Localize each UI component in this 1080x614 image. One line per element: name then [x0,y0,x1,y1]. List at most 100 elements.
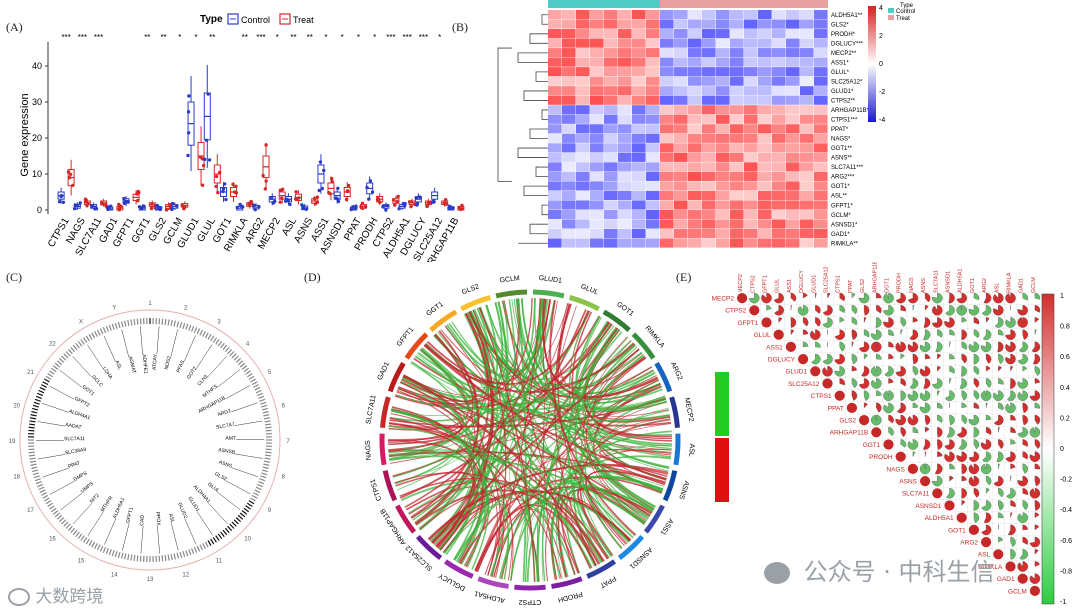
heatmap-cell [646,57,660,67]
heatmap-cell [548,238,562,248]
color-scale-tick: -4 [879,117,885,124]
heatmap-cell [758,228,772,239]
chromosome-band [188,549,192,556]
heatmap-cell [730,209,744,220]
dendrogram-branch [541,204,548,216]
chord-link [428,497,513,581]
data-point [175,204,179,208]
chromosome-band [207,334,212,340]
data-point [104,203,108,207]
data-point [158,207,163,212]
corr-col-label: GLS2 [860,279,866,293]
heatmap-cell [730,228,744,239]
chromosome-band [67,525,73,532]
gene-pointer [104,518,116,545]
corr-pie [1034,292,1041,300]
chord-link [392,298,546,478]
gene-pointer [87,511,104,536]
chromosome-number: 14 [111,572,118,578]
heatmap-cell [716,219,730,229]
chord-gene-label: GLUL [580,283,600,296]
heatmap-cell [814,10,828,20]
corr-pie [968,463,980,475]
corr-pie [1034,549,1039,555]
corr-pie [839,378,845,386]
corr-pie [985,488,990,494]
chromosome-band [263,414,270,417]
corr-pie [1005,341,1016,353]
data-point [330,179,334,184]
significance-mark: *** [256,33,265,42]
chromosome-band [224,346,230,353]
heatmap-cell [730,133,744,143]
heatmap-row-label: GLUL* [831,70,850,76]
chromosome-band [49,370,55,375]
heatmap-cell [744,228,758,239]
chromosome-band [215,535,220,541]
corr-pie [946,427,955,438]
type-bar-control [548,0,660,8]
heatmap-cell [646,105,660,115]
heatmap-cell [758,190,772,200]
chord-link [411,352,643,519]
corr-row-label: MECP2 [712,296,735,303]
heatmap-cell [758,133,772,143]
heatmap-cell [632,228,646,239]
data-point [261,173,265,178]
corr-pie [998,366,1003,372]
chord-link [555,407,669,579]
heatmap-cell [604,238,618,248]
heatmap-cell [800,238,814,248]
corr-pie [895,292,906,304]
heatmap-cell [590,209,604,220]
heatmap-cell [548,162,562,172]
corr-pie [998,402,1004,411]
chromosome-band [222,344,228,351]
chromosome-band [196,328,201,335]
heatmap-cell [786,86,800,96]
gene-label: ALDH4A1 [68,409,91,422]
chromosome-band [202,543,206,549]
dendrogram-branch [529,128,548,139]
heatmap-cell [646,67,660,77]
significance-mark: *** [94,33,103,42]
chord-link [395,471,476,548]
heatmap-cell [702,10,716,20]
heatmap-cell [688,152,702,162]
heatmap-cell [772,152,786,162]
chromosome-band [50,507,57,513]
corr-col-label: ALDH5A1 [958,269,964,293]
chromosome-band [127,319,130,327]
corr-pie [1034,329,1037,335]
panel-label-b: (B) [452,20,468,34]
corr-pie [968,451,980,462]
heatmap-cell [716,181,730,191]
corr-pie [924,451,927,457]
heatmap-cell [632,162,646,172]
data-point [186,131,191,135]
heatmap-cell [646,38,660,48]
chromosome-band [212,337,217,344]
data-point [384,208,388,212]
gene-label: GMPS [73,470,89,483]
heatmap-cell [632,124,646,134]
heatmap-cell [814,171,828,181]
heatmap-row-label: GCLM* [831,213,851,219]
chromosome-number: 4 [246,341,250,347]
corr-pie [876,305,882,314]
heatmap-cell [562,219,576,229]
corr-pie [1017,317,1028,328]
chromosome-band [193,327,198,334]
chromosome-band [72,529,78,536]
corr-pie [876,292,882,299]
heatmap-cell [646,48,660,58]
corr-scale-tick: 0.2 [1060,415,1070,422]
heatmap-cell [660,143,674,153]
data-point [186,110,191,114]
chromosome-band [254,489,261,494]
heatmap-row-label: ASNS** [831,156,853,162]
heatmap-cell [604,209,618,220]
heatmap-cell [632,86,646,96]
data-point [448,205,453,209]
heatmap-cell [660,38,674,48]
